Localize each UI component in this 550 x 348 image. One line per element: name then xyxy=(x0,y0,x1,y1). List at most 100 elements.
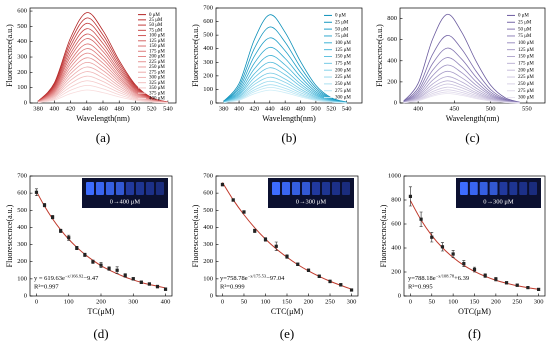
x-tick-label: 420 xyxy=(66,105,76,112)
legend-label: 25 μM xyxy=(335,20,349,25)
legend-label: 50 μM xyxy=(335,27,349,32)
x-tick-label: 400 xyxy=(49,105,59,112)
data-point xyxy=(75,246,79,250)
legend-label: 75 μM xyxy=(149,28,163,33)
spectrum-line xyxy=(223,26,347,103)
data-point xyxy=(536,287,541,291)
data-point xyxy=(296,262,300,266)
x-tick-label: 550 xyxy=(522,105,532,112)
data-point xyxy=(139,280,143,284)
inset-label: 0→400 μM xyxy=(110,198,141,205)
vial xyxy=(106,182,114,195)
spectrum-line xyxy=(223,89,347,104)
data-point xyxy=(83,253,87,257)
legend-label: 150 μM xyxy=(335,55,351,60)
x-tick-label: 460 xyxy=(280,105,290,112)
spectrum-line xyxy=(38,80,168,104)
legend-label: 0 μM xyxy=(149,13,160,18)
y-tick-label: 200 xyxy=(391,268,401,275)
y-tick-label: 300 xyxy=(203,241,213,248)
vial xyxy=(322,182,330,195)
data-point xyxy=(285,254,289,259)
y-tick-label: 400 xyxy=(17,224,27,231)
x-tick-label: 150 xyxy=(470,298,480,305)
y-tick-label: 300 xyxy=(203,59,213,66)
equation-tail: +6.39 xyxy=(454,275,469,282)
vial xyxy=(146,182,154,195)
data-point xyxy=(231,198,235,202)
y-axis-label: Fluorescecnce(a.u.) xyxy=(379,204,388,267)
x-tick-label: 200 xyxy=(491,298,501,305)
data-point xyxy=(123,273,127,278)
x-tick-label: 480 xyxy=(296,105,306,112)
x-tick-label: 520 xyxy=(326,105,336,112)
fit-equation: y=758.78e−x/175.53−97.04 xyxy=(220,274,285,283)
x-tick-label: 540 xyxy=(163,105,173,112)
legend-label: 125 μM xyxy=(335,48,351,53)
legend-label: 225 μM xyxy=(149,60,165,65)
y-tick-label: 400 xyxy=(391,244,401,251)
vial xyxy=(519,182,528,195)
legend-label: 75 μM xyxy=(335,34,349,39)
legend-label: 300 μM xyxy=(149,76,165,81)
legend-label: 50 μM xyxy=(149,23,163,28)
legend-label: 100 μM xyxy=(335,41,351,46)
equation-base: y = 619.63e xyxy=(34,275,65,282)
panel-label: (f) xyxy=(468,326,481,341)
data-point xyxy=(408,194,413,198)
data-point xyxy=(115,268,119,272)
legend-label: 375 μM xyxy=(149,91,165,96)
panel-label: (d) xyxy=(93,326,108,341)
x-tick-label: 0 xyxy=(221,298,224,305)
spectrum-line xyxy=(223,55,347,103)
y-tick-label: 200 xyxy=(203,72,213,79)
spectrum-line xyxy=(38,84,168,104)
spectrum-line xyxy=(403,13,520,103)
fit-equation: y = 619.63e−x/166.92−9.47 xyxy=(34,274,99,283)
y-axis-label: Fluorescecnce(a.u.) xyxy=(375,24,384,87)
x-tick-label: 250 xyxy=(325,298,335,305)
x-tick-label: 380 xyxy=(33,105,43,112)
equation-exponent: −x/175.53 xyxy=(248,274,267,279)
x-axis-label: TC(μM) xyxy=(88,307,115,316)
data-point xyxy=(242,210,246,214)
data-point xyxy=(306,268,311,272)
x-tick-label: 50 xyxy=(429,298,436,305)
data-point xyxy=(440,245,445,249)
spectrum-line xyxy=(403,93,520,104)
y-tick-label: 100 xyxy=(17,275,27,282)
x-tick-label: 500 xyxy=(486,105,496,112)
x-tick-label: 400 xyxy=(161,298,171,305)
legend-label: 150 μM xyxy=(149,44,165,49)
vial xyxy=(332,182,340,195)
legend-label: 100 μM xyxy=(518,41,534,46)
equation-tail: −9.47 xyxy=(83,275,99,282)
vial xyxy=(96,182,104,195)
y-tick-label: 700 xyxy=(203,172,213,179)
spectrum-line xyxy=(37,52,168,103)
vial xyxy=(342,182,350,195)
legend-label: 175 μM xyxy=(518,61,534,66)
x-tick-label: 50 xyxy=(241,298,248,305)
data-point xyxy=(263,237,268,242)
vial xyxy=(282,182,290,195)
x-tick-label: 300 xyxy=(534,298,544,305)
x-tick-label: 300 xyxy=(347,298,357,305)
vial xyxy=(479,182,488,195)
data-point xyxy=(349,288,354,292)
data-point xyxy=(494,277,498,281)
data-point xyxy=(107,266,111,271)
x-tick-label: 380 xyxy=(219,105,229,112)
data-point xyxy=(451,252,455,256)
legend-label: 50 μM xyxy=(518,27,532,32)
data-point xyxy=(317,274,321,278)
y-tick-label: 800 xyxy=(391,196,401,203)
spectrum-line xyxy=(223,61,347,103)
data-point xyxy=(91,260,95,264)
y-tick-label: 1000 xyxy=(388,172,401,179)
legend-label: 0 μM xyxy=(518,14,529,19)
y-tick-label: 200 xyxy=(203,258,213,265)
legend-label: 25 μM xyxy=(518,20,532,25)
panel-label: (b) xyxy=(281,130,296,145)
